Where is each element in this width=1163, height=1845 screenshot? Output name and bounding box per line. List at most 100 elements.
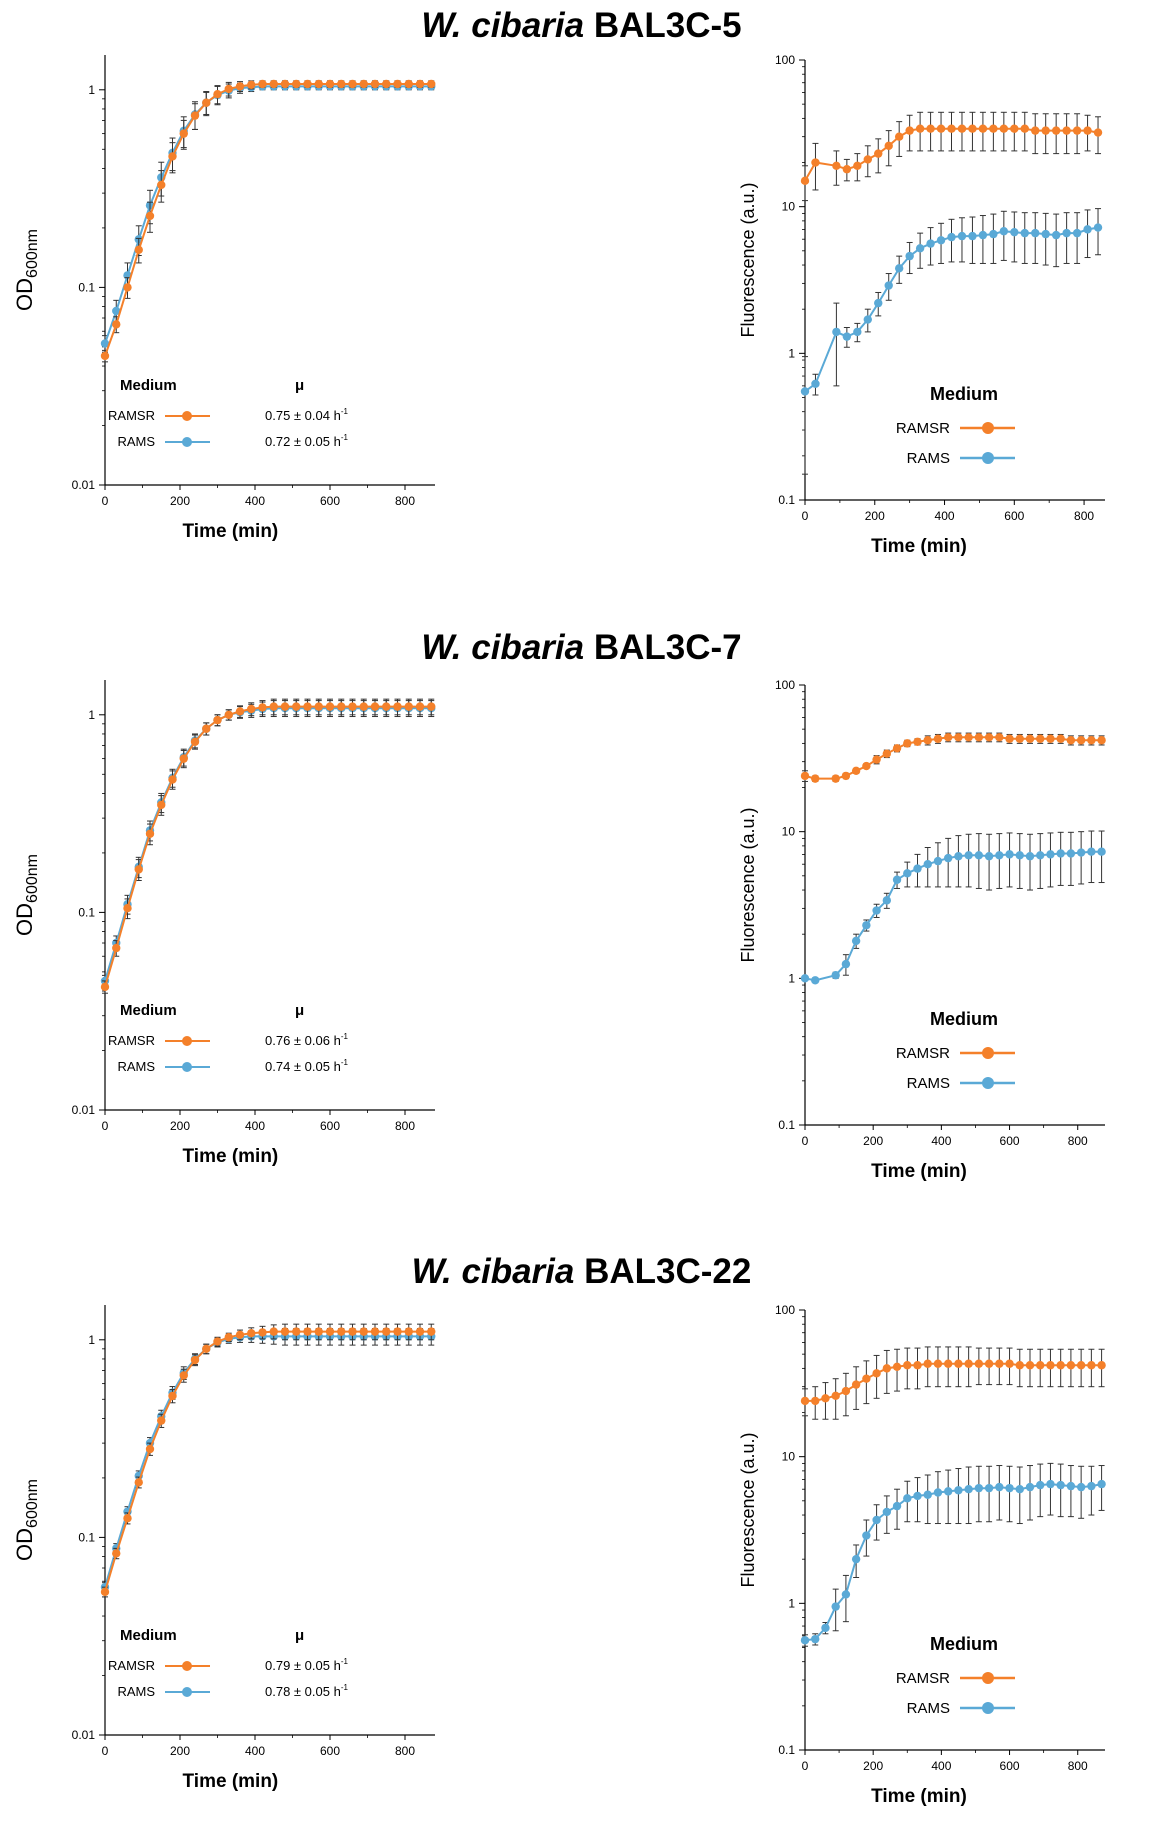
data-point: [134, 245, 143, 254]
data-point: [821, 1394, 830, 1403]
data-point: [1015, 1361, 1024, 1370]
species-name: W. cibaria: [411, 1252, 575, 1291]
data-point: [1066, 1481, 1076, 1491]
data-point: [280, 1327, 290, 1336]
data-point: [382, 702, 391, 711]
x-tick-label: 0: [802, 1134, 809, 1148]
data-point: [903, 739, 912, 748]
data-point: [190, 1355, 200, 1365]
legend-title: Medium: [930, 1009, 998, 1029]
data-point: [933, 734, 943, 743]
data-point: [179, 1371, 188, 1380]
data-point: [984, 1483, 994, 1493]
data-point: [427, 1327, 436, 1336]
x-tick-label: 600: [320, 1119, 340, 1133]
data-point: [841, 959, 851, 969]
y-tick-label: 0.01: [72, 1728, 96, 1742]
data-point: [974, 1483, 984, 1493]
data-point: [348, 1327, 357, 1336]
data-point: [190, 111, 200, 120]
data-point: [832, 161, 841, 170]
data-point: [964, 1485, 973, 1494]
series-line: [104, 705, 432, 988]
data-point: [978, 230, 988, 240]
legend-entry-label: RAMSR: [108, 408, 155, 423]
strain-name: BAL3C-7: [593, 628, 742, 667]
legend-mu-value: 0.72 ± 0.05 h-1: [265, 433, 348, 449]
y-tick-label: 1: [788, 1596, 795, 1610]
data-point: [968, 124, 977, 133]
od-chart-bal3c-22: 0.01 0.1 1 0 200 400 600 800 Time (min) OD600nm Me…: [12, 1305, 436, 1792]
data-point: [100, 339, 110, 348]
data-point: [1036, 851, 1045, 860]
data-point: [882, 1364, 892, 1373]
data-point: [964, 851, 973, 860]
data-point: [1066, 849, 1076, 858]
data-point: [292, 79, 301, 89]
data-point: [1093, 128, 1103, 137]
data-point: [370, 79, 380, 89]
data-point: [1076, 1361, 1086, 1370]
y-tick-label: 0.1: [78, 280, 95, 294]
data-point: [943, 1487, 953, 1496]
data-point: [841, 771, 851, 781]
data-point: [831, 774, 840, 783]
data-point: [303, 702, 312, 711]
data-point: [1051, 126, 1061, 135]
data-point: [974, 851, 984, 860]
series-line: [804, 736, 1102, 780]
data-point: [989, 229, 998, 239]
data-point: [213, 715, 222, 725]
legend-entry-label: RAMSR: [896, 1045, 950, 1062]
series-ramsr: [800, 111, 1103, 202]
y-axis-label: OD600nm: [12, 1479, 41, 1561]
data-point: [269, 702, 278, 711]
legend-swatch-marker: [182, 1036, 192, 1046]
y-tick-label: 1: [88, 1333, 95, 1347]
data-point: [1041, 126, 1050, 135]
data-point: [325, 1327, 335, 1336]
legend: Medium RAMSR RAMS: [896, 1009, 1015, 1092]
data-point: [112, 1549, 121, 1558]
fluorescence-chart-bal3c-22: 0.1 1 10 100 0 200 400 600 800 Time (min) Fluoresc…: [738, 1303, 1106, 1807]
legend-swatch-marker: [982, 422, 994, 434]
data-point: [832, 327, 841, 337]
data-point: [258, 703, 267, 712]
data-point: [1025, 852, 1035, 861]
data-point: [325, 79, 335, 89]
data-point: [168, 1391, 177, 1401]
data-point: [415, 1327, 425, 1336]
x-tick-label: 200: [863, 1134, 883, 1148]
data-point: [314, 1327, 323, 1336]
data-point: [1005, 734, 1014, 743]
data-point: [1066, 1361, 1076, 1370]
y-axis-label: Fluorescence (a.u.): [738, 807, 758, 962]
y-tick-label: 100: [775, 53, 795, 67]
y-tick-label: 0.1: [778, 493, 795, 507]
data-point: [933, 1359, 943, 1368]
data-point: [913, 1491, 922, 1501]
data-point: [1036, 734, 1045, 743]
y-tick-label: 1: [788, 971, 795, 985]
data-point: [853, 161, 862, 170]
data-point: [811, 976, 820, 985]
data-point: [851, 936, 861, 946]
series-line: [804, 127, 1099, 182]
data-point: [224, 84, 233, 94]
x-tick-label: 400: [931, 1134, 951, 1148]
data-point: [213, 1337, 222, 1346]
legend-entry-label: RAMSR: [108, 1658, 155, 1673]
data-point: [202, 98, 211, 107]
data-point: [1031, 228, 1040, 238]
data-point: [936, 124, 946, 133]
x-tick-label: 600: [320, 494, 340, 508]
data-point: [915, 244, 925, 253]
legend-entry-label: RAMS: [117, 1059, 155, 1074]
data-point: [1010, 227, 1019, 237]
data-point: [923, 860, 932, 869]
y-tick-label: 1: [88, 83, 95, 97]
legend-swatch-marker: [182, 1661, 192, 1671]
data-point: [134, 865, 143, 874]
legend: Medium RAMSR RAMS: [896, 384, 1015, 467]
data-point: [1015, 851, 1024, 860]
